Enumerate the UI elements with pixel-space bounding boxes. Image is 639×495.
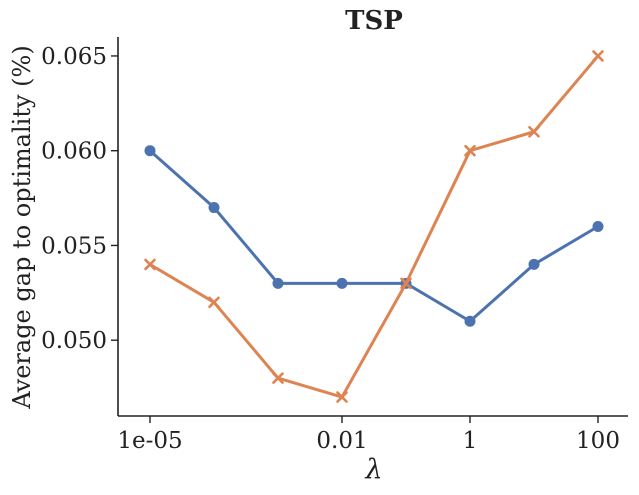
series-1-point [528, 258, 540, 270]
y-axis-label: Average gap to optimality (%) [8, 45, 36, 409]
x-tick-label: 100 [576, 428, 620, 454]
chart-title: TSP [345, 6, 403, 36]
series-1-point [144, 145, 156, 157]
series-2-point [336, 391, 348, 403]
y-tick-label: 0.060 [41, 139, 107, 165]
series-2-line [148, 54, 600, 399]
x-tick-label: 1 [463, 428, 478, 454]
series-group [144, 50, 604, 403]
y-axis-ticks: 0.050 0.055 0.060 0.065 [41, 44, 118, 354]
series-1-point [464, 315, 476, 327]
y-tick-label: 0.055 [41, 233, 107, 259]
y-tick-label: 0.065 [41, 44, 107, 70]
x-tick-label: 0.01 [316, 428, 367, 454]
series-1-point [272, 277, 284, 289]
series-1-line [148, 149, 600, 323]
y-tick-label: 0.050 [41, 328, 107, 354]
x-tick-label: 1e-05 [117, 428, 182, 454]
series-2-point [208, 296, 220, 309]
series-2-point [400, 277, 412, 290]
x-axis-ticks: 1e-05 0.01 1 100 [117, 416, 620, 454]
series-2-point [464, 144, 476, 157]
series-1-point [208, 202, 220, 214]
series-2-point [592, 50, 604, 62]
series-1-point [592, 221, 604, 232]
series-2-point [144, 258, 156, 271]
series-2-point [272, 372, 284, 384]
series-1-point [336, 277, 348, 289]
x-axis-label: λ [364, 454, 382, 485]
series-2-point [528, 125, 540, 138]
